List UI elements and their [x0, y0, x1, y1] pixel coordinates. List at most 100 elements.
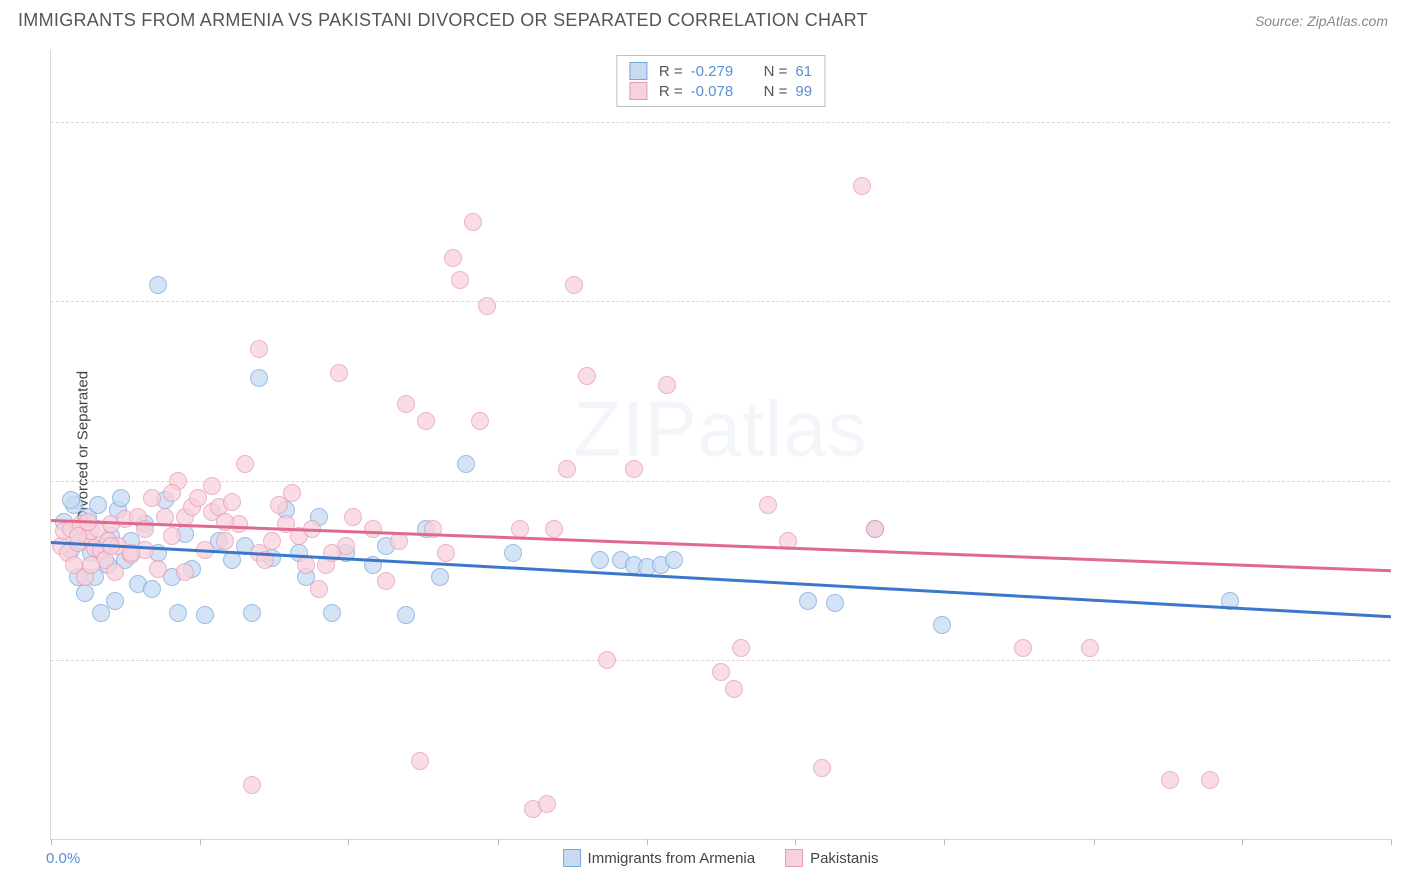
- data-point: [163, 527, 181, 545]
- n-label: N =: [764, 63, 788, 80]
- data-point: [62, 491, 80, 509]
- data-point: [169, 604, 187, 622]
- y-tick-label: 15.0%: [1395, 472, 1406, 489]
- data-point: [478, 297, 496, 315]
- source-prefix: Source:: [1255, 13, 1307, 29]
- data-point: [149, 560, 167, 578]
- data-point: [545, 520, 563, 538]
- legend-series: Immigrants from Armenia Pakistanis: [563, 849, 879, 867]
- x-tick-label-left: 0.0%: [46, 850, 80, 867]
- data-point: [538, 795, 556, 813]
- data-point: [176, 563, 194, 581]
- data-point: [89, 496, 107, 514]
- legend-row: R = -0.279 N = 61: [629, 61, 812, 81]
- data-point: [451, 271, 469, 289]
- legend-row: R = -0.078N = 99: [629, 81, 812, 101]
- data-point: [411, 752, 429, 770]
- x-tick-mark: [348, 839, 349, 845]
- source-name: ZipAtlas.com: [1307, 13, 1388, 29]
- data-point: [732, 639, 750, 657]
- y-tick-label: 30.0%: [1395, 113, 1406, 130]
- data-point: [344, 508, 362, 526]
- data-point: [283, 484, 301, 502]
- data-point: [799, 592, 817, 610]
- data-point: [397, 395, 415, 413]
- scatter-chart: ZIPatlas 7.5%15.0%22.5%30.0%0.0%20.0%R =…: [50, 50, 1390, 840]
- r-label: R =: [659, 63, 683, 80]
- chart-title: IMMIGRANTS FROM ARMENIA VS PAKISTANI DIV…: [18, 10, 868, 31]
- data-point: [323, 604, 341, 622]
- data-point: [106, 592, 124, 610]
- gridline-h: [51, 660, 1390, 661]
- data-point: [310, 580, 328, 598]
- x-tick-mark: [498, 839, 499, 845]
- legend-swatch: [629, 62, 647, 80]
- data-point: [236, 455, 254, 473]
- data-point: [223, 493, 241, 511]
- data-point: [712, 663, 730, 681]
- x-tick-mark: [944, 839, 945, 845]
- data-point: [658, 376, 676, 394]
- y-tick-label: 7.5%: [1395, 652, 1406, 669]
- data-point: [813, 759, 831, 777]
- legend-swatch: [629, 82, 647, 100]
- legend-item: Pakistanis: [785, 849, 878, 867]
- source-attribution: Source: ZipAtlas.com: [1255, 13, 1388, 29]
- data-point: [364, 520, 382, 538]
- r-label: R =: [659, 83, 683, 100]
- data-point: [725, 680, 743, 698]
- data-point: [464, 213, 482, 231]
- legend-swatch: [563, 849, 581, 867]
- chart-header: IMMIGRANTS FROM ARMENIA VS PAKISTANI DIV…: [0, 0, 1406, 39]
- data-point: [431, 568, 449, 586]
- r-value: -0.078: [691, 83, 746, 100]
- data-point: [243, 604, 261, 622]
- legend-swatch: [785, 849, 803, 867]
- data-point: [163, 484, 181, 502]
- x-tick-mark: [1391, 839, 1392, 845]
- data-point: [1201, 771, 1219, 789]
- data-point: [853, 177, 871, 195]
- data-point: [143, 489, 161, 507]
- x-tick-mark: [647, 839, 648, 845]
- data-point: [665, 551, 683, 569]
- data-point: [471, 412, 489, 430]
- data-point: [444, 249, 462, 267]
- data-point: [196, 606, 214, 624]
- data-point: [417, 412, 435, 430]
- gridline-h: [51, 301, 1390, 302]
- data-point: [1081, 639, 1099, 657]
- data-point: [504, 544, 522, 562]
- x-tick-mark: [1242, 839, 1243, 845]
- data-point: [1161, 771, 1179, 789]
- x-tick-mark: [200, 839, 201, 845]
- x-tick-mark: [1094, 839, 1095, 845]
- series-name: Pakistanis: [810, 850, 878, 867]
- data-point: [143, 580, 161, 598]
- data-point: [578, 367, 596, 385]
- data-point: [625, 460, 643, 478]
- data-point: [377, 572, 395, 590]
- n-label: N =: [764, 83, 788, 100]
- r-value: -0.279: [691, 63, 746, 80]
- watermark: ZIPatlas: [573, 383, 867, 474]
- data-point: [826, 594, 844, 612]
- data-point: [216, 532, 234, 550]
- data-point: [511, 520, 529, 538]
- data-point: [866, 520, 884, 538]
- series-name: Immigrants from Armenia: [588, 850, 756, 867]
- data-point: [250, 340, 268, 358]
- data-point: [437, 544, 455, 562]
- data-point: [759, 496, 777, 514]
- data-point: [558, 460, 576, 478]
- n-value: 61: [795, 63, 812, 80]
- legend-correlation: R = -0.279N = 61R = -0.078N = 99: [616, 55, 825, 107]
- data-point: [565, 276, 583, 294]
- data-point: [330, 364, 348, 382]
- data-point: [598, 651, 616, 669]
- x-tick-mark: [795, 839, 796, 845]
- data-point: [457, 455, 475, 473]
- data-point: [297, 556, 315, 574]
- x-tick-label-right: 20.0%: [1395, 850, 1406, 867]
- gridline-h: [51, 481, 1390, 482]
